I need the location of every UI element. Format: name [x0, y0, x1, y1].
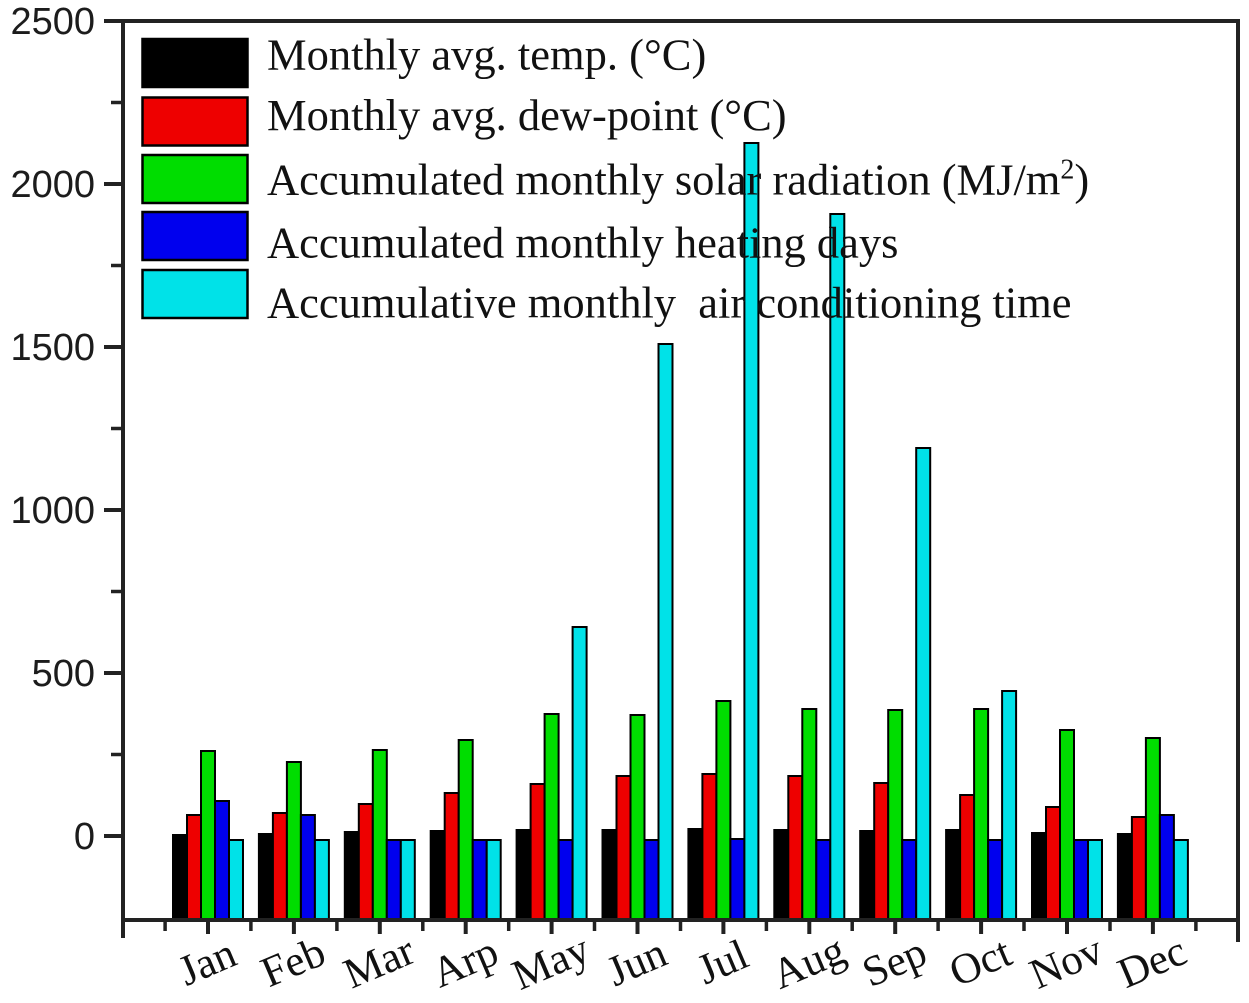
svg-text:Accumulated monthly solar radi: Accumulated monthly solar radiation (MJ/…	[267, 155, 1089, 205]
svg-text:0: 0	[74, 816, 95, 858]
svg-text:500: 500	[32, 653, 95, 695]
svg-text:2500: 2500	[10, 1, 95, 43]
svg-text:1000: 1000	[10, 490, 95, 532]
svg-text:Accumulated monthly heating da: Accumulated monthly heating days	[267, 218, 899, 268]
svg-text:Monthly avg. temp. (°C): Monthly avg. temp. (°C)	[267, 30, 706, 80]
svg-text:1500: 1500	[10, 327, 95, 369]
svg-text:Accumulative monthly air cond: Accumulative monthly air conditioning ti…	[267, 278, 1072, 328]
svg-text:Monthly avg. dew-point (°C): Monthly avg. dew-point (°C)	[267, 90, 787, 140]
svg-text:2000: 2000	[10, 164, 95, 206]
